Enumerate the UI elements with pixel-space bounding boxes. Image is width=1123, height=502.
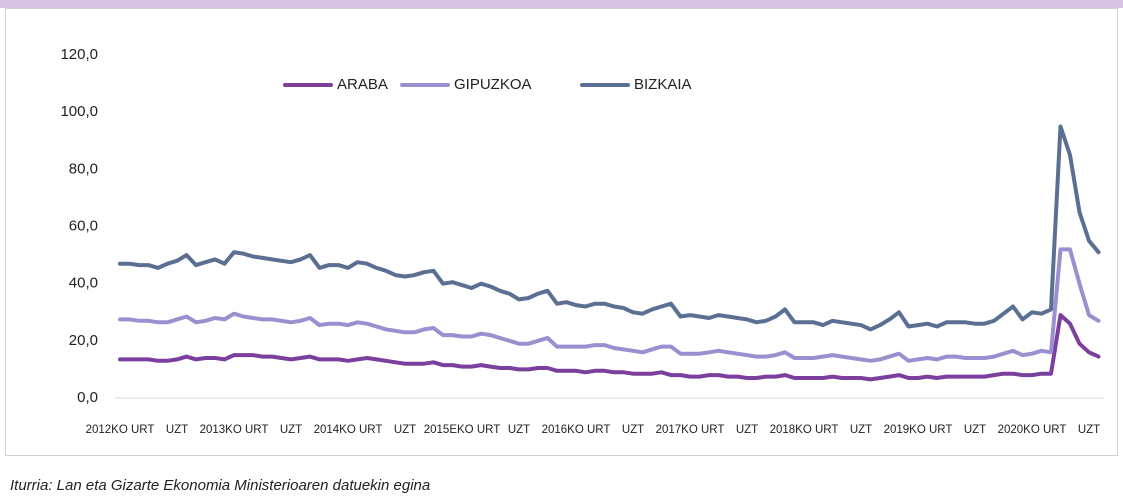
x-tick-label: 2013KO URT (200, 424, 269, 436)
y-tick-label: 120,0 (60, 46, 98, 63)
x-tick-label: UZT (280, 424, 302, 436)
x-tick-label: 2012KO URT (86, 424, 155, 436)
x-tick-label: UZT (1078, 424, 1100, 436)
series-line (118, 313, 1101, 382)
x-tick-label: UZT (736, 424, 758, 436)
y-tick-label: 60,0 (69, 217, 98, 234)
x-tick-label: 2017KO URT (656, 424, 725, 436)
x-tick-label: 2014KO URT (314, 424, 383, 436)
x-tick-label: UZT (166, 424, 188, 436)
legend-label: GIPUZKOA (454, 76, 532, 93)
legend-label: BIZKAIA (634, 76, 692, 93)
x-tick-label: UZT (394, 424, 416, 436)
series-line (118, 124, 1101, 332)
y-tick-label: 0,0 (77, 389, 98, 406)
x-tick-label: UZT (508, 424, 530, 436)
x-tick-label: 2020KO URT (998, 424, 1067, 436)
x-tick-label: UZT (622, 424, 644, 436)
legend-label: ARABA (337, 76, 388, 93)
x-tick-label: UZT (964, 424, 986, 436)
chart-frame (5, 8, 1118, 456)
top-band (0, 0, 1123, 8)
series-line (118, 247, 1101, 363)
y-tick-label: 20,0 (69, 332, 98, 349)
y-tick-label: 40,0 (69, 275, 98, 292)
x-tick-label: 2018KO URT (770, 424, 839, 436)
y-tick-label: 100,0 (60, 103, 98, 120)
y-tick-label: 80,0 (69, 160, 98, 177)
x-tick-label: 2019KO URT (884, 424, 953, 436)
x-tick-label: 2016KO URT (542, 424, 611, 436)
x-tick-label: UZT (850, 424, 872, 436)
source-note: Iturria: Lan eta Gizarte Ekonomia Minist… (10, 477, 430, 494)
x-tick-label: 2015EKO URT (424, 424, 501, 436)
